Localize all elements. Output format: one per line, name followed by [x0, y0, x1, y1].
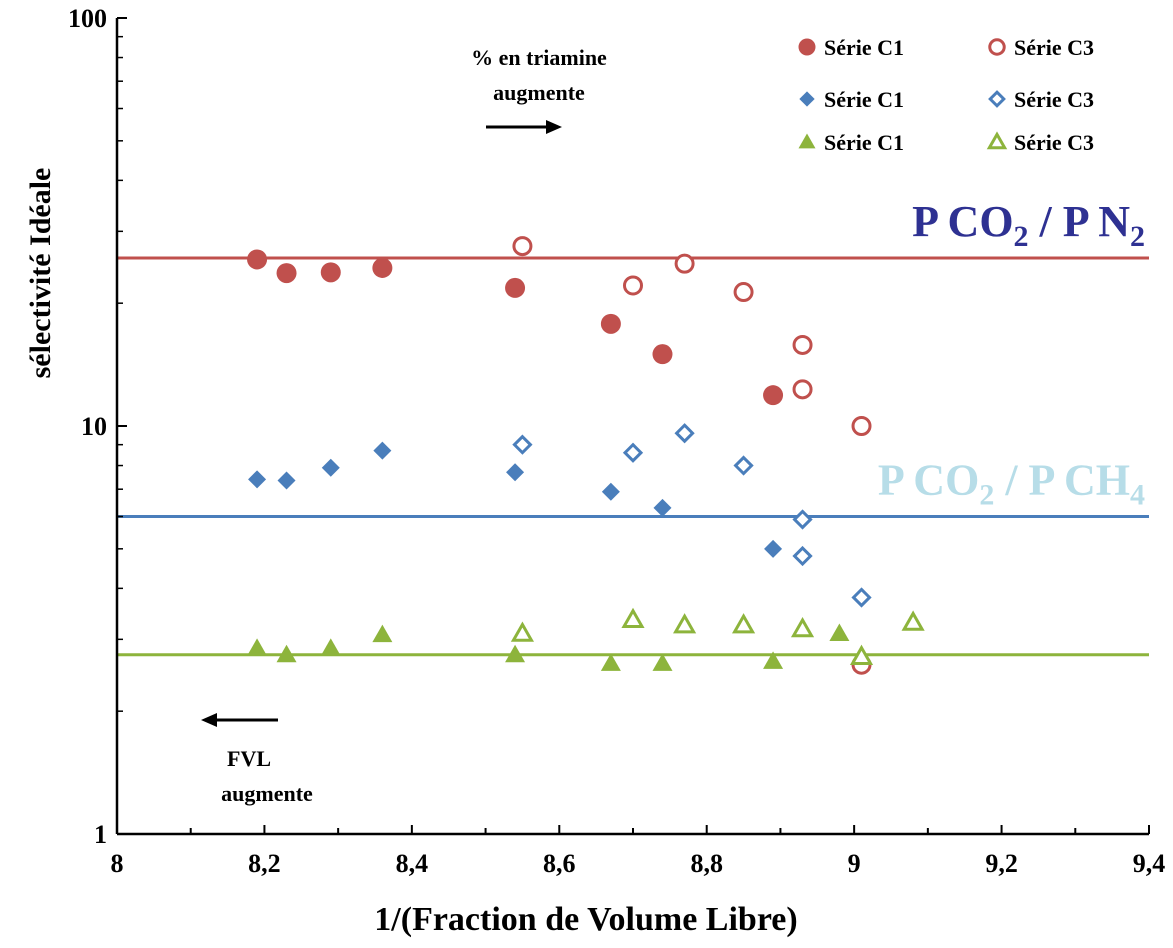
legend-label: Série C3 — [1014, 87, 1094, 112]
diamond-marker — [277, 471, 296, 490]
x-tick-label: 8,4 — [396, 849, 429, 878]
annotation-text: FVL — [227, 746, 271, 771]
triangle-marker — [510, 621, 535, 642]
diamond-marker — [653, 498, 672, 517]
y-tick-label: 10 — [81, 412, 107, 441]
x-tick-label: 8,2 — [248, 849, 281, 878]
triangle-marker — [790, 616, 815, 638]
triangle-marker — [849, 644, 874, 665]
circle-marker — [600, 313, 621, 334]
diamond-marker — [622, 442, 644, 463]
diamond-marker — [799, 91, 815, 107]
arrow-head — [201, 713, 217, 727]
triangle-marker — [621, 607, 645, 629]
legend-label: Série C3 — [1014, 35, 1094, 60]
circle-marker — [733, 282, 754, 303]
legend-label: Série C3 — [1014, 130, 1094, 155]
label-part: P CO — [912, 197, 1013, 246]
triangle-marker — [829, 623, 850, 642]
diamond-marker — [601, 482, 620, 501]
triangle-marker — [986, 131, 1008, 150]
circle-marker — [247, 249, 268, 270]
axis-ticks: 8 8,2 8,4 8,6 8,8 9 9,2 9,4 1 10 100 — [68, 4, 1165, 878]
label-subscript: 4 — [1130, 479, 1145, 512]
diamond-marker — [792, 545, 813, 567]
diamond-marker — [512, 434, 533, 455]
triangle-marker — [247, 638, 268, 656]
annotations: % en triamine augmente FVL augmente — [201, 45, 607, 806]
triangle-marker — [652, 653, 673, 671]
reference-line-label: P CO2 / P CH4 — [878, 456, 1145, 512]
circle-marker — [792, 379, 813, 400]
data-points — [247, 236, 925, 675]
x-tick-label: 9,4 — [1133, 849, 1166, 878]
annotation-text: augmente — [221, 781, 313, 806]
triangle-marker — [731, 613, 756, 634]
triangle-marker — [505, 644, 526, 663]
diamond-marker — [373, 441, 392, 460]
x-tick-label: 9 — [848, 849, 861, 878]
circle-marker — [320, 262, 341, 283]
label-subscript: 2 — [979, 479, 994, 512]
triangle-marker — [276, 644, 297, 663]
label-part: / P CH — [994, 456, 1130, 505]
diamond-marker — [792, 509, 813, 530]
x-tick-label: 8,8 — [690, 849, 723, 878]
legend-label: Série C1 — [824, 130, 904, 155]
diamond-marker — [321, 458, 340, 477]
diamond-marker — [988, 90, 1006, 108]
x-tick-label: 8,6 — [543, 849, 576, 878]
x-axis-title: 1/(Fraction de Volume Libre) — [374, 901, 797, 938]
arrow-head — [546, 120, 562, 134]
legend-label: Série C1 — [824, 87, 904, 112]
label-part: P CO — [878, 456, 979, 505]
circle-marker — [505, 277, 526, 298]
triangle-marker — [600, 653, 621, 671]
legend: Série C1 Série C3 Série C1 Série C3 Série C1… — [798, 35, 1094, 155]
y-tick-label: 1 — [94, 820, 107, 849]
diamond-marker — [733, 455, 754, 476]
triangle-marker — [320, 638, 341, 656]
diamond-marker — [674, 423, 695, 444]
reference-line-label: P CO2 / P N2 — [912, 197, 1145, 253]
circle-marker — [798, 38, 816, 56]
x-tick-label: 8 — [111, 849, 124, 878]
circle-marker — [851, 416, 872, 436]
circle-marker — [792, 334, 813, 355]
label-subscript: 2 — [1130, 220, 1145, 253]
diamond-marker — [764, 539, 783, 558]
triangle-marker — [763, 651, 784, 669]
circle-marker — [763, 385, 784, 406]
circle-marker — [652, 344, 673, 365]
triangle-marker — [901, 610, 925, 631]
annotation-text: augmente — [493, 80, 585, 105]
x-tick-label: 9,2 — [985, 849, 1018, 878]
circle-marker — [674, 253, 695, 274]
diamond-marker — [506, 463, 525, 482]
triangle-marker — [673, 613, 697, 634]
label-subscript: 2 — [1014, 220, 1029, 253]
circle-marker — [988, 38, 1006, 56]
triangle-marker — [798, 133, 816, 149]
circle-marker — [276, 263, 297, 284]
y-tick-label: 100 — [68, 4, 107, 33]
diamond-marker — [248, 470, 267, 489]
reference-line-labels: P CO2 / P N2P CO2 / P CH4 — [878, 197, 1145, 511]
legend-label: Série C1 — [824, 35, 904, 60]
circle-marker — [623, 275, 643, 296]
circle-marker — [372, 257, 393, 278]
circle-marker — [512, 236, 533, 257]
annotation-text: % en triamine — [471, 45, 607, 70]
label-part: / P N — [1029, 197, 1131, 246]
triangle-marker — [372, 624, 393, 643]
diamond-marker — [851, 587, 872, 608]
y-axis-title: sélectivité Idéale — [24, 168, 57, 379]
